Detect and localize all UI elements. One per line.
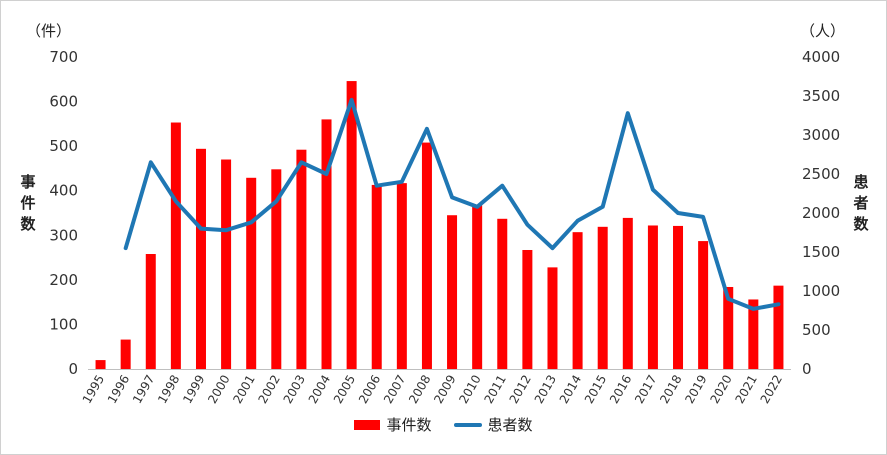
- axis-title-char: 患: [853, 173, 869, 191]
- x-tick-label: 2020: [707, 373, 734, 406]
- x-tick-label: 1995: [80, 373, 107, 406]
- bar: [673, 225, 684, 369]
- bar: [120, 339, 131, 369]
- left-tick-label: 300: [49, 226, 78, 244]
- legend: 事件数 患者数: [0, 414, 887, 435]
- left-tick-label: 700: [49, 48, 78, 66]
- bar: [346, 81, 357, 369]
- bar: [421, 142, 432, 369]
- x-tick-label: 2008: [406, 373, 433, 406]
- bar: [497, 218, 508, 369]
- left-tick-label: 200: [49, 271, 78, 289]
- x-tick-label: 2001: [230, 373, 257, 406]
- bar: [447, 215, 458, 369]
- left-tick-label: 0: [68, 360, 78, 378]
- bar: [622, 217, 633, 369]
- right-tick-label: 2000: [802, 204, 840, 222]
- bar: [371, 184, 382, 369]
- x-tick-label: 2022: [758, 373, 785, 406]
- right-tick-label: 3500: [802, 87, 840, 105]
- x-tick-label: 2009: [431, 373, 458, 406]
- bar: [271, 169, 282, 369]
- left-tick-label: 500: [49, 137, 78, 155]
- right-tick-label: 3000: [802, 126, 840, 144]
- bar: [95, 360, 106, 369]
- right-tick-label: 1500: [802, 243, 840, 261]
- axis-title-char: 事: [20, 173, 36, 191]
- bar: [723, 286, 734, 369]
- x-tick-label: 2002: [256, 373, 283, 406]
- bar: [597, 226, 608, 369]
- x-tick-label: 2017: [632, 373, 659, 406]
- legend-line-swatch: [453, 422, 482, 427]
- bar: [572, 232, 583, 369]
- right-tick-label: 500: [802, 321, 831, 339]
- right-tick-label: 4000: [802, 48, 840, 66]
- x-tick-label: 2018: [657, 373, 684, 406]
- right-tick-label: 1000: [802, 282, 840, 300]
- right-tick-label: 0: [802, 360, 812, 378]
- right-axis-title: 患者数: [852, 172, 870, 235]
- bar: [522, 249, 533, 369]
- left-tick-label: 400: [49, 182, 78, 200]
- right-tick-label: 2500: [802, 165, 840, 183]
- bar: [547, 267, 558, 369]
- right-axis-unit: （人）: [800, 22, 846, 40]
- left-tick-label: 100: [49, 315, 78, 333]
- bar: [698, 241, 709, 369]
- bar: [221, 159, 232, 369]
- x-tick-label: 2000: [205, 373, 232, 406]
- left-axis-unit: （件）: [26, 22, 72, 40]
- legend-line-label: 患者数: [487, 416, 533, 434]
- x-tick-label: 2005: [331, 373, 358, 406]
- bar: [170, 122, 181, 370]
- axis-title-char: 数: [20, 215, 36, 233]
- x-tick-label: 2006: [356, 373, 383, 406]
- bar: [296, 149, 307, 369]
- axis-title-char: 者: [853, 194, 869, 212]
- x-tick-label: 2004: [306, 373, 333, 406]
- x-tick-label: 2007: [381, 373, 408, 406]
- left-tick-label: 600: [49, 93, 78, 111]
- x-tick-label: 1997: [130, 373, 157, 406]
- bar: [647, 225, 658, 369]
- x-tick-label: 2010: [456, 373, 483, 406]
- x-tick-label: 2014: [557, 373, 584, 406]
- bar: [472, 205, 483, 369]
- legend-bar-swatch: [354, 419, 381, 430]
- legend-item-bar: 事件数: [354, 414, 432, 435]
- x-tick-label: 2003: [281, 373, 308, 406]
- x-tick-label: 2013: [532, 373, 559, 406]
- x-tick-label: 1998: [155, 373, 182, 406]
- bar: [321, 119, 332, 370]
- x-tick-label: 2015: [582, 373, 609, 406]
- series-line: [123, 97, 781, 311]
- x-tick-label: 2021: [733, 373, 760, 406]
- bar: [396, 183, 407, 369]
- legend-bar-label: 事件数: [386, 416, 432, 434]
- x-tick-label: 1996: [105, 373, 132, 406]
- x-tick-label: 2011: [481, 372, 508, 405]
- legend-item-line: 患者数: [453, 414, 533, 435]
- axis-title-char: 件: [20, 194, 36, 212]
- x-tick-label: 1999: [180, 373, 207, 406]
- x-tick-label: 2016: [607, 373, 634, 406]
- axis-title-char: 数: [853, 215, 869, 233]
- bar: [145, 254, 156, 369]
- x-tick-label: 2019: [682, 373, 709, 406]
- bar: [195, 148, 206, 369]
- x-tick-label: 2012: [507, 373, 534, 406]
- bar: [246, 177, 257, 369]
- left-axis-title: 事件数: [19, 172, 37, 235]
- bar: [748, 299, 759, 369]
- bar: [773, 285, 784, 369]
